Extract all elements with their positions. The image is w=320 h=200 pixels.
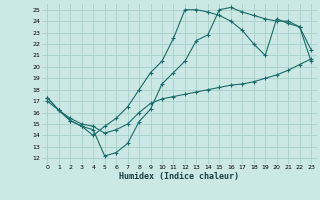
X-axis label: Humidex (Indice chaleur): Humidex (Indice chaleur) [119,172,239,181]
